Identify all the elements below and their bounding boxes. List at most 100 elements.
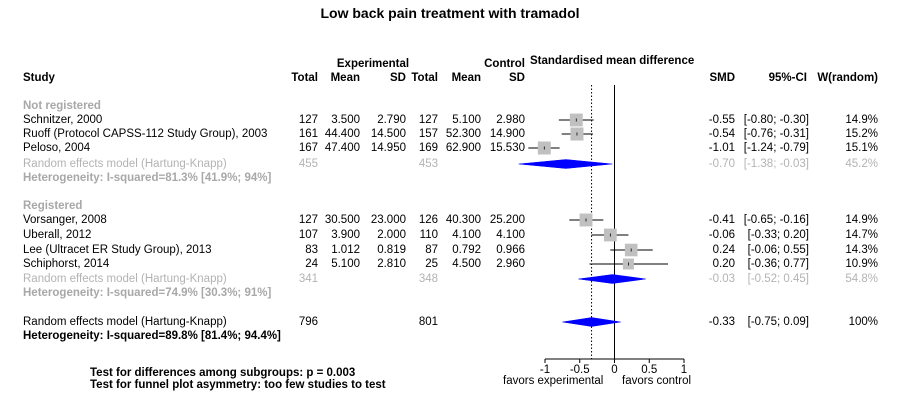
subgroup-model-c-total: 348 [418,273,438,285]
study-e-mean: 1.012 [331,244,360,256]
study-c-mean: 62.900 [445,142,481,154]
study-ci: [-1.24; -0.79] [743,142,809,154]
study-c-total: 25 [425,258,438,270]
study-c-mean: 40.300 [445,214,481,226]
subgroup-model-weight: 45.2% [845,158,878,170]
study-weight: 10.9% [845,258,878,270]
study-name: Uberall, 2012 [23,229,92,241]
x-axis-tick-label: -1 [540,364,550,376]
study-weight: 14.9% [845,114,878,126]
header-c-mean: Mean [451,72,481,84]
overall-smd: -0.33 [708,316,735,328]
study-weight: 14.7% [845,229,878,241]
study-e-total: 24 [305,258,318,270]
study-e-total: 167 [298,142,318,154]
study-e-mean: 5.100 [331,258,360,270]
overall-ci: [-0.75; 0.09] [747,316,809,328]
test-funnel-asymmetry: Test for funnel plot asymmetry: too few … [90,379,386,391]
x-axis-tick-label: -0.5 [570,364,590,376]
study-c-total: 157 [418,128,438,140]
header-smd-group: Standardised mean difference [530,55,695,67]
study-e-total: 127 [298,114,318,126]
study-e-sd: 14.500 [370,128,406,140]
study-e-mean: 44.400 [324,128,360,140]
study-weight: 14.3% [845,244,878,256]
subgroup-model-e-total: 341 [298,273,318,285]
overall-weight: 100% [848,316,878,328]
study-c-total: 110 [419,229,438,241]
header-e-sd: SD [390,72,406,84]
study-e-total: 83 [305,244,318,256]
study-smd: 0.24 [712,244,735,256]
subgroup-label-registered: Registered [23,200,83,212]
study-ci: [-0.76; -0.31] [743,128,809,140]
study-smd: 0.20 [712,258,735,270]
subgroup-model-e-total: 455 [298,158,318,170]
header-ci: 95%-CI [768,72,807,84]
pooled-effect-diamond [562,317,621,327]
study-name: Lee (Ultracet ER Study Group), 2013 [23,244,212,256]
header-c-sd: SD [509,72,525,84]
study-ci: [-0.80; -0.30] [743,114,809,126]
study-ci: [-0.06; 0.55] [747,244,809,256]
study-c-total: 169 [418,142,438,154]
study-c-sd: 0.966 [496,244,525,256]
study-weight: 15.2% [845,128,878,140]
study-c-mean: 4.100 [452,229,481,241]
study-e-sd: 0.819 [377,244,406,256]
study-weight: 15.1% [845,142,878,154]
header-e-total: Total [291,72,318,84]
study-c-sd: 25.200 [489,214,525,226]
study-weight: 14.9% [845,214,878,226]
x-axis-tick-label: 0 [611,364,617,376]
study-ci: [-0.65; -0.16] [743,214,809,226]
pooled-effect-diamond [578,274,646,284]
header-weight: W(random) [817,72,878,84]
study-smd: -0.41 [708,214,735,226]
study-e-total: 127 [298,214,318,226]
study-c-sd: 4.100 [496,229,525,241]
study-c-total: 127 [418,114,438,126]
subgroup-model-smd: -0.03 [708,273,735,285]
study-c-sd: 2.980 [496,114,525,126]
study-name: Schnitzer, 2000 [23,114,103,126]
subgroup-heterogeneity: Heterogeneity: I-squared=81.3% [41.9%; 9… [23,172,272,184]
study-smd: -0.55 [708,114,735,126]
pooled-effect-diamond [518,159,613,169]
study-name: Schiphorst, 2014 [23,258,110,270]
overall-heterogeneity: Heterogeneity: I-squared=89.8% [81.4%; 9… [23,330,281,342]
study-e-mean: 30.500 [324,214,360,226]
header-control: Control [484,58,525,70]
study-name: Ruoff (Protocol CAPSS-112 Study Group), … [23,128,268,140]
study-c-total: 126 [418,214,438,226]
header-study: Study [23,72,55,84]
subgroup-model-label: Random effects model (Hartung-Knapp) [23,158,227,170]
study-ci: [-0.33; 0.20] [747,229,809,241]
study-c-mean: 0.792 [452,244,481,256]
study-e-total: 161 [298,128,318,140]
study-e-sd: 14.950 [370,142,406,154]
study-smd: -1.01 [708,142,735,154]
study-name: Vorsanger, 2008 [23,214,107,226]
chart-title: Low back pain treatment with tramadol [320,5,580,21]
axis-label-favors-control: favors control [622,375,692,387]
axis-label-favors-experimental: favors experimental [503,375,604,387]
subgroup-model-label: Random effects model (Hartung-Knapp) [23,273,227,285]
overall-e-total: 796 [298,316,318,328]
study-e-mean: 47.400 [324,142,360,154]
study-e-mean: 3.500 [331,114,360,126]
study-c-total: 87 [425,244,438,256]
subgroup-model-c-total: 453 [418,158,438,170]
subgroup-model-weight: 54.8% [845,273,878,285]
overall-c-total: 801 [418,316,438,328]
subgroup-model-ci: [-0.52; 0.45] [747,273,809,285]
study-name: Peloso, 2004 [23,142,91,154]
overall-model-label: Random effects model (Hartung-Knapp) [23,316,227,328]
study-e-sd: 23.000 [370,214,406,226]
header-experimental: Experimental [336,58,410,70]
study-smd: -0.06 [708,229,735,241]
header-c-total: Total [411,72,438,84]
study-e-mean: 3.900 [331,229,360,241]
study-smd: -0.54 [708,128,735,140]
test-subgroup-differences: Test for differences among subgroups: p … [90,367,356,379]
